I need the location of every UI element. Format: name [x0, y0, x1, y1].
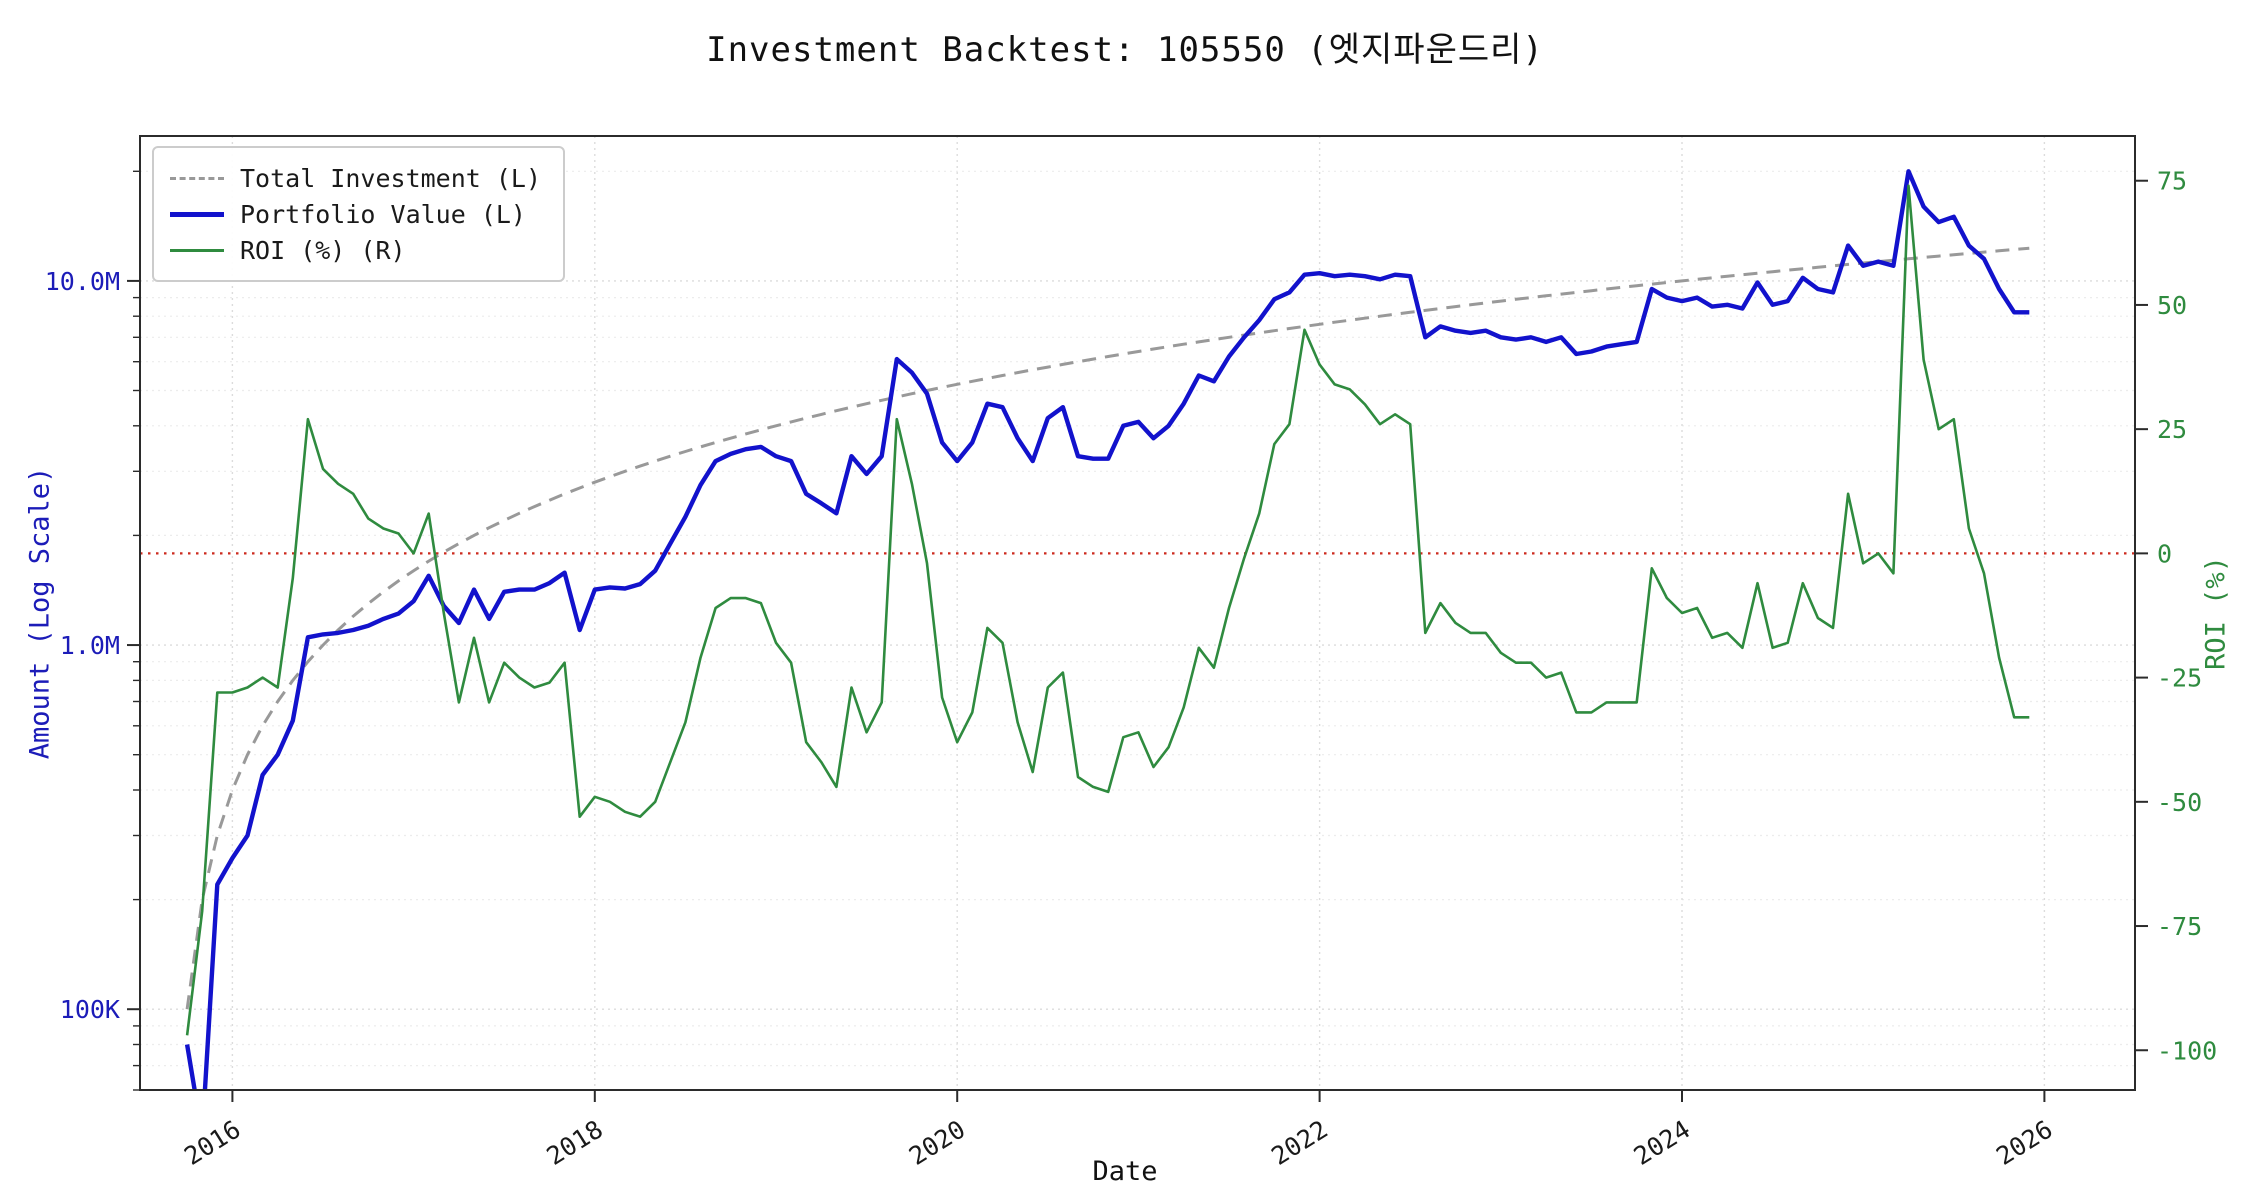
axis-ticks: 2016 2018 2020 2022 2024 2026100K1.0M10.0M-10… [45, 167, 2217, 1171]
y-right-tick-label: 0 [2157, 539, 2172, 568]
legend: Total Investment (L) Portfolio Value (L)… [152, 146, 566, 282]
series-group [184, 169, 2030, 1090]
y-right-tick-label: -100 [2157, 1036, 2217, 1065]
plot-frame [139, 135, 2136, 1091]
roi-line-sample-icon [170, 248, 224, 252]
y-right-tick-label: 50 [2157, 291, 2187, 320]
roi-line [185, 184, 2030, 1036]
legend-item-total-investment: Total Investment (L) [170, 160, 541, 196]
portfolio-value-line [184, 169, 2030, 1090]
total-investment-line [185, 246, 2030, 1010]
y-right-tick-label: 75 [2157, 167, 2187, 196]
y-left-tick-label: 100K [60, 995, 120, 1024]
legend-label: Total Investment (L) [240, 163, 542, 193]
y-right-tick-label: -25 [2157, 664, 2202, 693]
x-axis-label: Date [1092, 1156, 1158, 1187]
y-left-tick-label: 1.0M [60, 631, 120, 660]
total-investment-line-sample-icon [170, 176, 224, 180]
y-left-tick-label: 10.0M [45, 267, 120, 296]
legend-label: ROI (%) (R) [240, 235, 406, 265]
gridlines [140, 136, 2135, 1091]
portfolio-value-line-sample-icon [170, 211, 224, 217]
legend-item-portfolio-value: Portfolio Value (L) [170, 196, 541, 232]
y-right-axis-label: ROI (%) [2200, 556, 2232, 670]
y-left-axis-label: Amount (Log Scale) [24, 466, 56, 760]
legend-item-roi: ROI (%) (R) [170, 232, 541, 268]
y-right-tick-label: 25 [2157, 415, 2187, 444]
legend-label: Portfolio Value (L) [240, 199, 526, 229]
y-right-tick-label: -50 [2157, 788, 2202, 817]
y-right-tick-label: -75 [2157, 912, 2202, 941]
chart-title: Investment Backtest: 105550 (엣지파운드리) [706, 30, 1544, 70]
